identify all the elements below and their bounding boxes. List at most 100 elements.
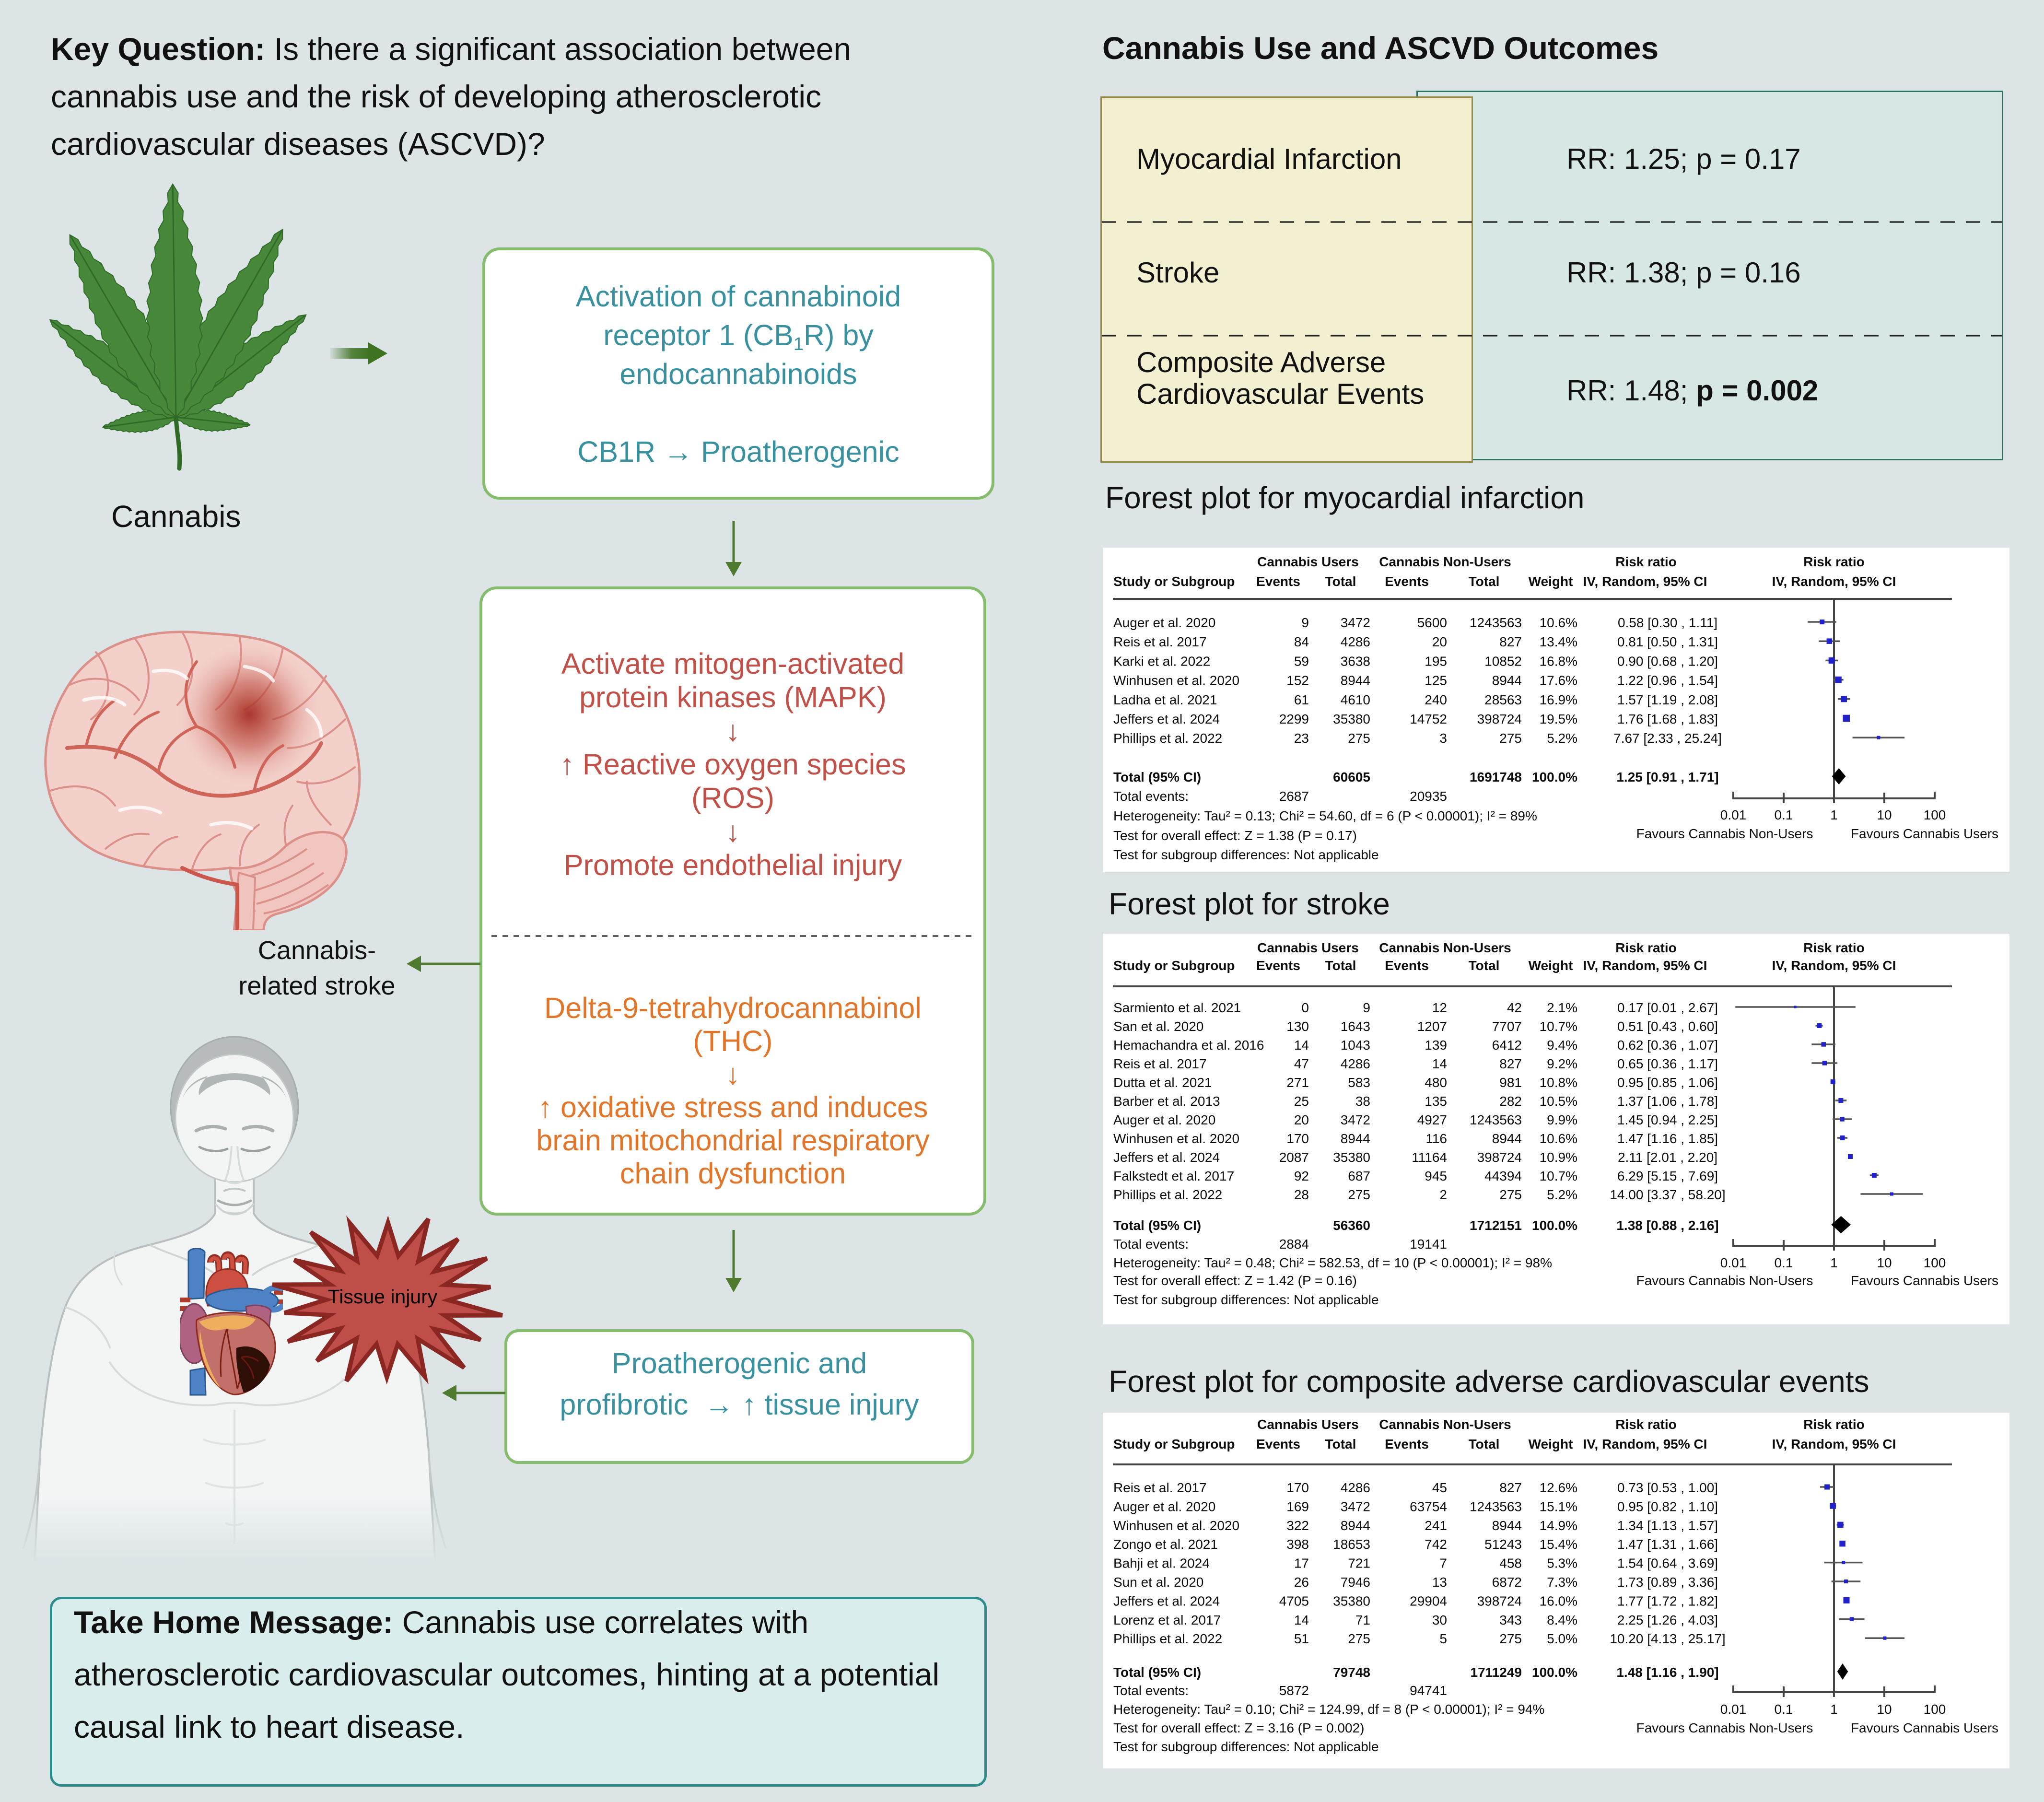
svg-text:0.1: 0.1 xyxy=(1775,1702,1793,1717)
svg-text:Dutta et al. 2021: Dutta et al. 2021 xyxy=(1113,1075,1212,1090)
svg-text:100.0%: 100.0% xyxy=(1532,770,1577,784)
svg-text:0.1: 0.1 xyxy=(1775,1255,1793,1270)
svg-text:IV, Random, 95% CI: IV, Random, 95% CI xyxy=(1583,1437,1707,1451)
svg-text:1.73 [0.89 , 3.36]: 1.73 [0.89 , 3.36] xyxy=(1617,1575,1718,1590)
svg-text:152: 152 xyxy=(1286,673,1309,688)
svg-text:827: 827 xyxy=(1499,1480,1522,1495)
svg-text:1.47 [1.31 , 1.66]: 1.47 [1.31 , 1.66] xyxy=(1617,1537,1718,1552)
svg-text:1243563: 1243563 xyxy=(1470,1499,1522,1514)
svg-text:56360: 56360 xyxy=(1333,1218,1370,1233)
svg-text:583: 583 xyxy=(1348,1075,1370,1090)
svg-text:742: 742 xyxy=(1425,1537,1447,1552)
svg-text:60605: 60605 xyxy=(1333,770,1370,784)
svg-text:5600: 5600 xyxy=(1417,615,1447,630)
svg-text:Study or Subgroup: Study or Subgroup xyxy=(1113,1437,1235,1451)
svg-text:Heterogeneity: Tau² = 0.13; Ch: Heterogeneity: Tau² = 0.13; Chi² = 54.60… xyxy=(1113,808,1537,823)
svg-text:116: 116 xyxy=(1425,1131,1447,1146)
svg-text:Study or Subgroup: Study or Subgroup xyxy=(1113,958,1235,973)
svg-text:IV, Random, 95% CI: IV, Random, 95% CI xyxy=(1583,574,1707,589)
svg-text:10.7%: 10.7% xyxy=(1540,1019,1577,1034)
svg-text:Total: Total xyxy=(1325,958,1356,973)
svg-text:8944: 8944 xyxy=(1341,1131,1370,1146)
svg-text:4705: 4705 xyxy=(1279,1593,1309,1608)
svg-text:8.4%: 8.4% xyxy=(1547,1613,1577,1627)
svg-text:Total events:: Total events: xyxy=(1113,789,1189,804)
svg-text:170: 170 xyxy=(1286,1480,1309,1495)
svg-text:2.25 [1.26 , 4.03]: 2.25 [1.26 , 4.03] xyxy=(1617,1613,1718,1627)
svg-text:Favours Cannabis Non-Users: Favours Cannabis Non-Users xyxy=(1636,1273,1813,1288)
svg-text:Barber et al. 2013: Barber et al. 2013 xyxy=(1113,1094,1220,1109)
svg-text:398724: 398724 xyxy=(1477,1593,1522,1608)
svg-text:1.37 [1.06 , 1.78]: 1.37 [1.06 , 1.78] xyxy=(1617,1094,1718,1109)
svg-text:1.38 [0.88 , 2.16]: 1.38 [0.88 , 2.16] xyxy=(1616,1218,1718,1233)
svg-text:10.5%: 10.5% xyxy=(1540,1094,1577,1109)
svg-text:Karki et al. 2022: Karki et al. 2022 xyxy=(1113,654,1210,668)
svg-text:8944: 8944 xyxy=(1492,1131,1522,1146)
svg-text:7.67 [2.33 , 25.24]: 7.67 [2.33 , 25.24] xyxy=(1613,731,1722,746)
svg-text:8944: 8944 xyxy=(1341,1518,1370,1533)
svg-text:7707: 7707 xyxy=(1492,1019,1522,1034)
svg-text:16.0%: 16.0% xyxy=(1540,1593,1577,1608)
svg-text:28563: 28563 xyxy=(1484,692,1522,707)
svg-text:Heterogeneity: Tau² = 0.10; Ch: Heterogeneity: Tau² = 0.10; Chi² = 124.9… xyxy=(1113,1702,1544,1717)
svg-text:2: 2 xyxy=(1439,1187,1447,1202)
svg-text:17: 17 xyxy=(1294,1556,1309,1571)
svg-text:0.81 [0.50 , 1.31]: 0.81 [0.50 , 1.31] xyxy=(1617,634,1718,649)
svg-text:0.01: 0.01 xyxy=(1720,807,1747,822)
svg-text:Cannabis Non-Users: Cannabis Non-Users xyxy=(1379,554,1511,569)
svg-text:0.1: 0.1 xyxy=(1775,807,1793,822)
svg-text:125: 125 xyxy=(1425,673,1447,688)
svg-text:10: 10 xyxy=(1877,807,1892,822)
svg-text:5.2%: 5.2% xyxy=(1547,1187,1577,1202)
svg-text:Risk ratio: Risk ratio xyxy=(1803,554,1865,569)
svg-text:Test for subgroup differences:: Test for subgroup differences: Not appli… xyxy=(1113,1739,1379,1754)
svg-text:18653: 18653 xyxy=(1333,1537,1370,1552)
svg-text:170: 170 xyxy=(1286,1131,1309,1146)
svg-text:Bahji et al. 2024: Bahji et al. 2024 xyxy=(1113,1556,1210,1571)
svg-text:16.8%: 16.8% xyxy=(1540,654,1577,668)
svg-text:100: 100 xyxy=(1924,1702,1946,1717)
svg-text:945: 945 xyxy=(1425,1169,1447,1183)
svg-text:Jeffers et al. 2024: Jeffers et al. 2024 xyxy=(1113,1150,1220,1165)
svg-text:Auger et al. 2020: Auger et al. 2020 xyxy=(1113,615,1215,630)
svg-text:Events: Events xyxy=(1256,1437,1300,1451)
svg-text:721: 721 xyxy=(1348,1556,1370,1571)
svg-text:Risk ratio: Risk ratio xyxy=(1615,1417,1677,1432)
svg-text:45: 45 xyxy=(1432,1480,1447,1495)
svg-text:35380: 35380 xyxy=(1333,1593,1370,1608)
svg-text:1.77 [1.72 , 1.82]: 1.77 [1.72 , 1.82] xyxy=(1617,1593,1718,1608)
svg-text:8944: 8944 xyxy=(1341,673,1370,688)
svg-text:480: 480 xyxy=(1425,1075,1447,1090)
svg-text:Jeffers et al. 2024: Jeffers et al. 2024 xyxy=(1113,712,1220,726)
svg-text:1711249: 1711249 xyxy=(1471,1665,1522,1680)
svg-text:8944: 8944 xyxy=(1492,673,1522,688)
svg-text:Cannabis Users: Cannabis Users xyxy=(1257,940,1359,955)
svg-text:169: 169 xyxy=(1286,1499,1309,1514)
svg-text:Total events:: Total events: xyxy=(1113,1237,1189,1252)
svg-text:Risk ratio: Risk ratio xyxy=(1615,554,1677,569)
svg-text:2884: 2884 xyxy=(1279,1237,1309,1252)
svg-text:92: 92 xyxy=(1294,1169,1309,1183)
svg-text:Events: Events xyxy=(1256,574,1300,589)
svg-text:Winhusen et al. 2020: Winhusen et al. 2020 xyxy=(1113,1518,1239,1533)
svg-text:1207: 1207 xyxy=(1417,1019,1447,1034)
svg-text:1: 1 xyxy=(1830,807,1838,822)
svg-text:13.4%: 13.4% xyxy=(1540,634,1577,649)
svg-text:100: 100 xyxy=(1924,807,1946,822)
svg-text:44394: 44394 xyxy=(1484,1169,1522,1183)
svg-text:15.4%: 15.4% xyxy=(1540,1537,1577,1552)
svg-text:4927: 4927 xyxy=(1417,1112,1447,1127)
svg-text:275: 275 xyxy=(1348,731,1370,746)
svg-text:398: 398 xyxy=(1286,1537,1309,1552)
svg-text:1.25 [0.91 , 1.71]: 1.25 [0.91 , 1.71] xyxy=(1616,770,1718,784)
svg-text:Risk ratio: Risk ratio xyxy=(1803,940,1865,955)
svg-text:275: 275 xyxy=(1348,1187,1370,1202)
svg-text:241: 241 xyxy=(1425,1518,1447,1533)
svg-text:94741: 94741 xyxy=(1410,1683,1447,1698)
svg-text:2.1%: 2.1% xyxy=(1547,1000,1577,1015)
svg-text:Reis et al. 2017: Reis et al. 2017 xyxy=(1113,634,1207,649)
svg-text:0: 0 xyxy=(1301,1000,1309,1015)
svg-text:0.51 [0.43 , 0.60]: 0.51 [0.43 , 0.60] xyxy=(1617,1019,1718,1034)
svg-text:35380: 35380 xyxy=(1333,712,1370,726)
svg-text:1.47 [1.16 , 1.85]: 1.47 [1.16 , 1.85] xyxy=(1617,1131,1718,1146)
